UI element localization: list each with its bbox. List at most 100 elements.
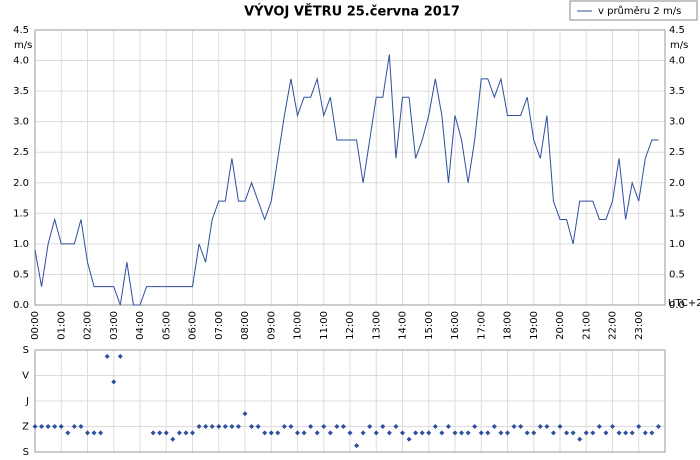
direction-point (636, 424, 642, 429)
direction-point (39, 424, 45, 429)
direction-point (327, 430, 333, 436)
direction-point (367, 424, 373, 429)
timezone-label: UTC+2 (668, 298, 700, 309)
y-tick-label-right: 4.5 (669, 25, 685, 36)
direction-point (255, 424, 261, 429)
x-tick-label: 02:00 (83, 311, 94, 340)
y-tick-label: 0.5 (13, 269, 29, 280)
x-tick-label: 01:00 (56, 311, 67, 340)
direction-point (590, 430, 596, 436)
direction-point (295, 430, 300, 436)
direction-point (190, 430, 195, 436)
y-tick-label: 0.0 (13, 300, 29, 311)
x-tick-label: 18:00 (503, 311, 514, 340)
direction-point (222, 424, 228, 429)
direction-point (459, 430, 465, 436)
y-tick-label: V (22, 371, 29, 382)
x-tick-label: 03:00 (109, 311, 120, 340)
y-tick-label-right: 0.0 (669, 300, 685, 311)
y-tick-label: 2.0 (13, 178, 29, 189)
direction-point (58, 424, 64, 429)
x-tick-label: 19:00 (529, 311, 540, 340)
direction-point (439, 430, 445, 436)
x-tick-label: 10:00 (293, 311, 304, 340)
direction-point (386, 430, 392, 436)
direction-point (452, 430, 458, 436)
y-tick-label-right: 2.5 (669, 147, 685, 158)
direction-point (544, 424, 550, 429)
direction-point (649, 430, 655, 436)
x-tick-label: 09:00 (266, 311, 277, 340)
y-tick-label-right: 1.5 (669, 208, 685, 219)
direction-point (229, 424, 235, 429)
direction-point (281, 424, 287, 429)
y-tick-label: 4.5 (13, 25, 29, 36)
direction-point (406, 436, 412, 442)
direction-point (564, 430, 570, 436)
direction-point (45, 424, 51, 429)
direction-point (505, 430, 510, 436)
y-tick-label-right: 1.0 (669, 239, 685, 250)
direction-point (170, 436, 176, 442)
direction-point (196, 424, 202, 429)
y-tick-label-right: 0.5 (669, 269, 685, 280)
direction-point (550, 430, 556, 436)
plot-border (34, 349, 666, 453)
direction-point (85, 430, 90, 436)
x-tick-label: 08:00 (240, 311, 251, 340)
direction-point (603, 430, 609, 436)
direction-point (485, 430, 491, 436)
y-tick-label-right: 3.0 (669, 117, 685, 128)
direction-point (478, 430, 484, 436)
y-tick-label: 1.5 (13, 208, 29, 219)
x-tick-label: 12:00 (345, 311, 356, 340)
direction-point (52, 424, 58, 429)
x-tick-label: 17:00 (476, 311, 487, 340)
direction-point (262, 430, 268, 436)
direction-point (445, 424, 451, 429)
x-tick-label: 22:00 (608, 311, 619, 340)
y-tick-label-right: 4.0 (669, 56, 685, 67)
y-tick-label: 4.0 (13, 56, 29, 67)
direction-point (91, 430, 97, 436)
direction-point (288, 424, 294, 429)
direction-point (203, 424, 209, 429)
direction-point (111, 379, 117, 385)
direction-point (98, 430, 104, 436)
direction-point (249, 424, 255, 429)
direction-point (104, 353, 110, 359)
y-axis-label-right: m/s (670, 40, 688, 51)
direction-point (216, 424, 222, 429)
direction-point (511, 424, 517, 429)
y-tick-label: 3.5 (13, 86, 29, 97)
direction-point (537, 424, 543, 429)
direction-point (465, 430, 471, 436)
direction-point (524, 430, 530, 436)
direction-point (32, 424, 38, 429)
y-tick-label-right: 2.0 (669, 178, 685, 189)
direction-point (314, 430, 320, 436)
direction-point (393, 424, 399, 429)
y-tick-label: S (23, 447, 29, 458)
direction-point (150, 430, 156, 436)
direction-point (400, 430, 405, 436)
direction-point (209, 424, 215, 429)
y-tick-label: 3.0 (13, 117, 29, 128)
direction-point (426, 430, 432, 436)
direction-point (373, 430, 379, 436)
direction-point (380, 424, 386, 429)
x-tick-label: 00:00 (30, 311, 41, 340)
direction-point (268, 430, 274, 436)
data-line (34, 54, 659, 306)
legend-entry: v průměru 2 m/s (598, 5, 681, 17)
direction-point (655, 424, 661, 429)
y-tick-label: S (23, 345, 29, 356)
direction-point (498, 430, 504, 436)
direction-point (596, 424, 602, 429)
x-tick-label: 06:00 (188, 311, 199, 340)
x-tick-label: 23:00 (634, 311, 645, 340)
direction-point (308, 424, 314, 429)
legend: v průměru 2 m/s (569, 0, 698, 21)
y-tick-label: J (25, 396, 29, 407)
direction-point (557, 424, 563, 429)
